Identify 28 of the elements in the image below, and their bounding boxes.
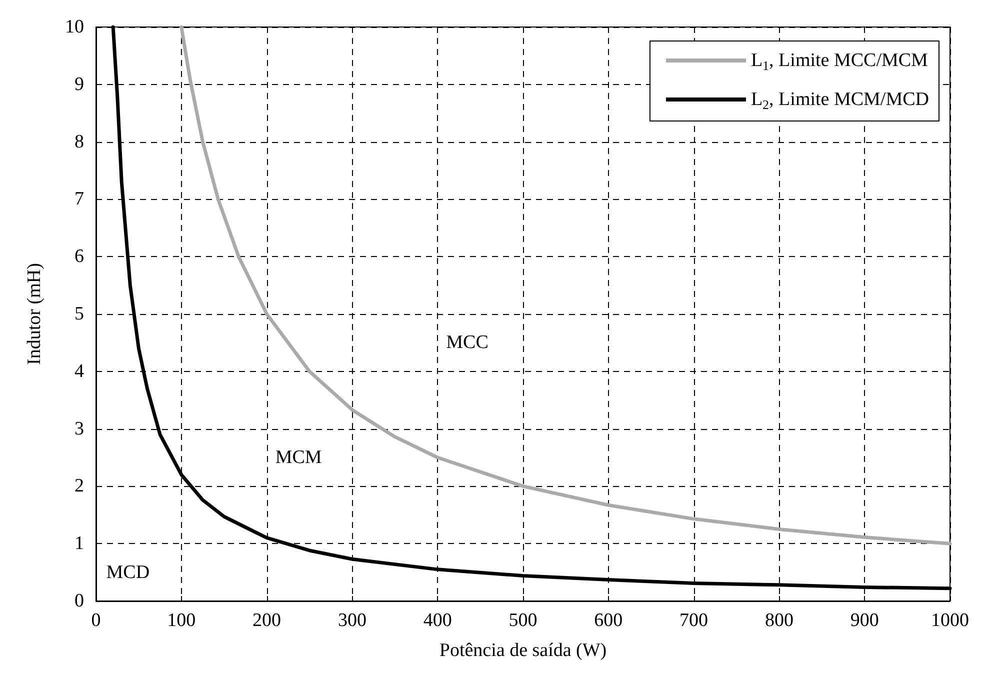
x-tick-label: 700	[680, 610, 708, 631]
annotation: MCC	[446, 332, 488, 354]
y-tick-label: 2	[74, 476, 84, 497]
y-tick-label: 8	[74, 131, 84, 152]
x-tick-label: 400	[423, 610, 452, 631]
line-series	[180, 25, 952, 546]
x-tick-label: 1000	[931, 610, 969, 631]
y-tick-label: 4	[74, 360, 84, 382]
y-tick-label: 9	[74, 74, 84, 95]
x-tick-label: 300	[338, 610, 366, 631]
x-tick-label: 800	[764, 610, 794, 631]
x-tick-label: 0	[91, 610, 101, 631]
y-tick-label: 5	[74, 304, 84, 324]
y-tick-label: 6	[74, 246, 84, 268]
y-tick-label: 7	[74, 188, 84, 210]
y-tick-label: 0	[74, 590, 84, 612]
y-tick-label: 1	[74, 533, 84, 554]
x-tick-label: 600	[594, 610, 623, 631]
y-tick-label: 3	[74, 418, 84, 440]
y-tick-label: 10	[65, 16, 84, 38]
y-axis-title: Indutor (mH)	[24, 263, 45, 365]
x-axis-title: Potência de saída (W)	[439, 640, 607, 661]
x-tick-label: 500	[508, 610, 538, 631]
x-tick-label: 900	[850, 610, 879, 631]
annotation: MCM	[275, 447, 322, 468]
annotation: MCD	[106, 562, 150, 583]
x-tick-label: 200	[252, 610, 282, 631]
x-tick-label: 100	[167, 610, 196, 631]
